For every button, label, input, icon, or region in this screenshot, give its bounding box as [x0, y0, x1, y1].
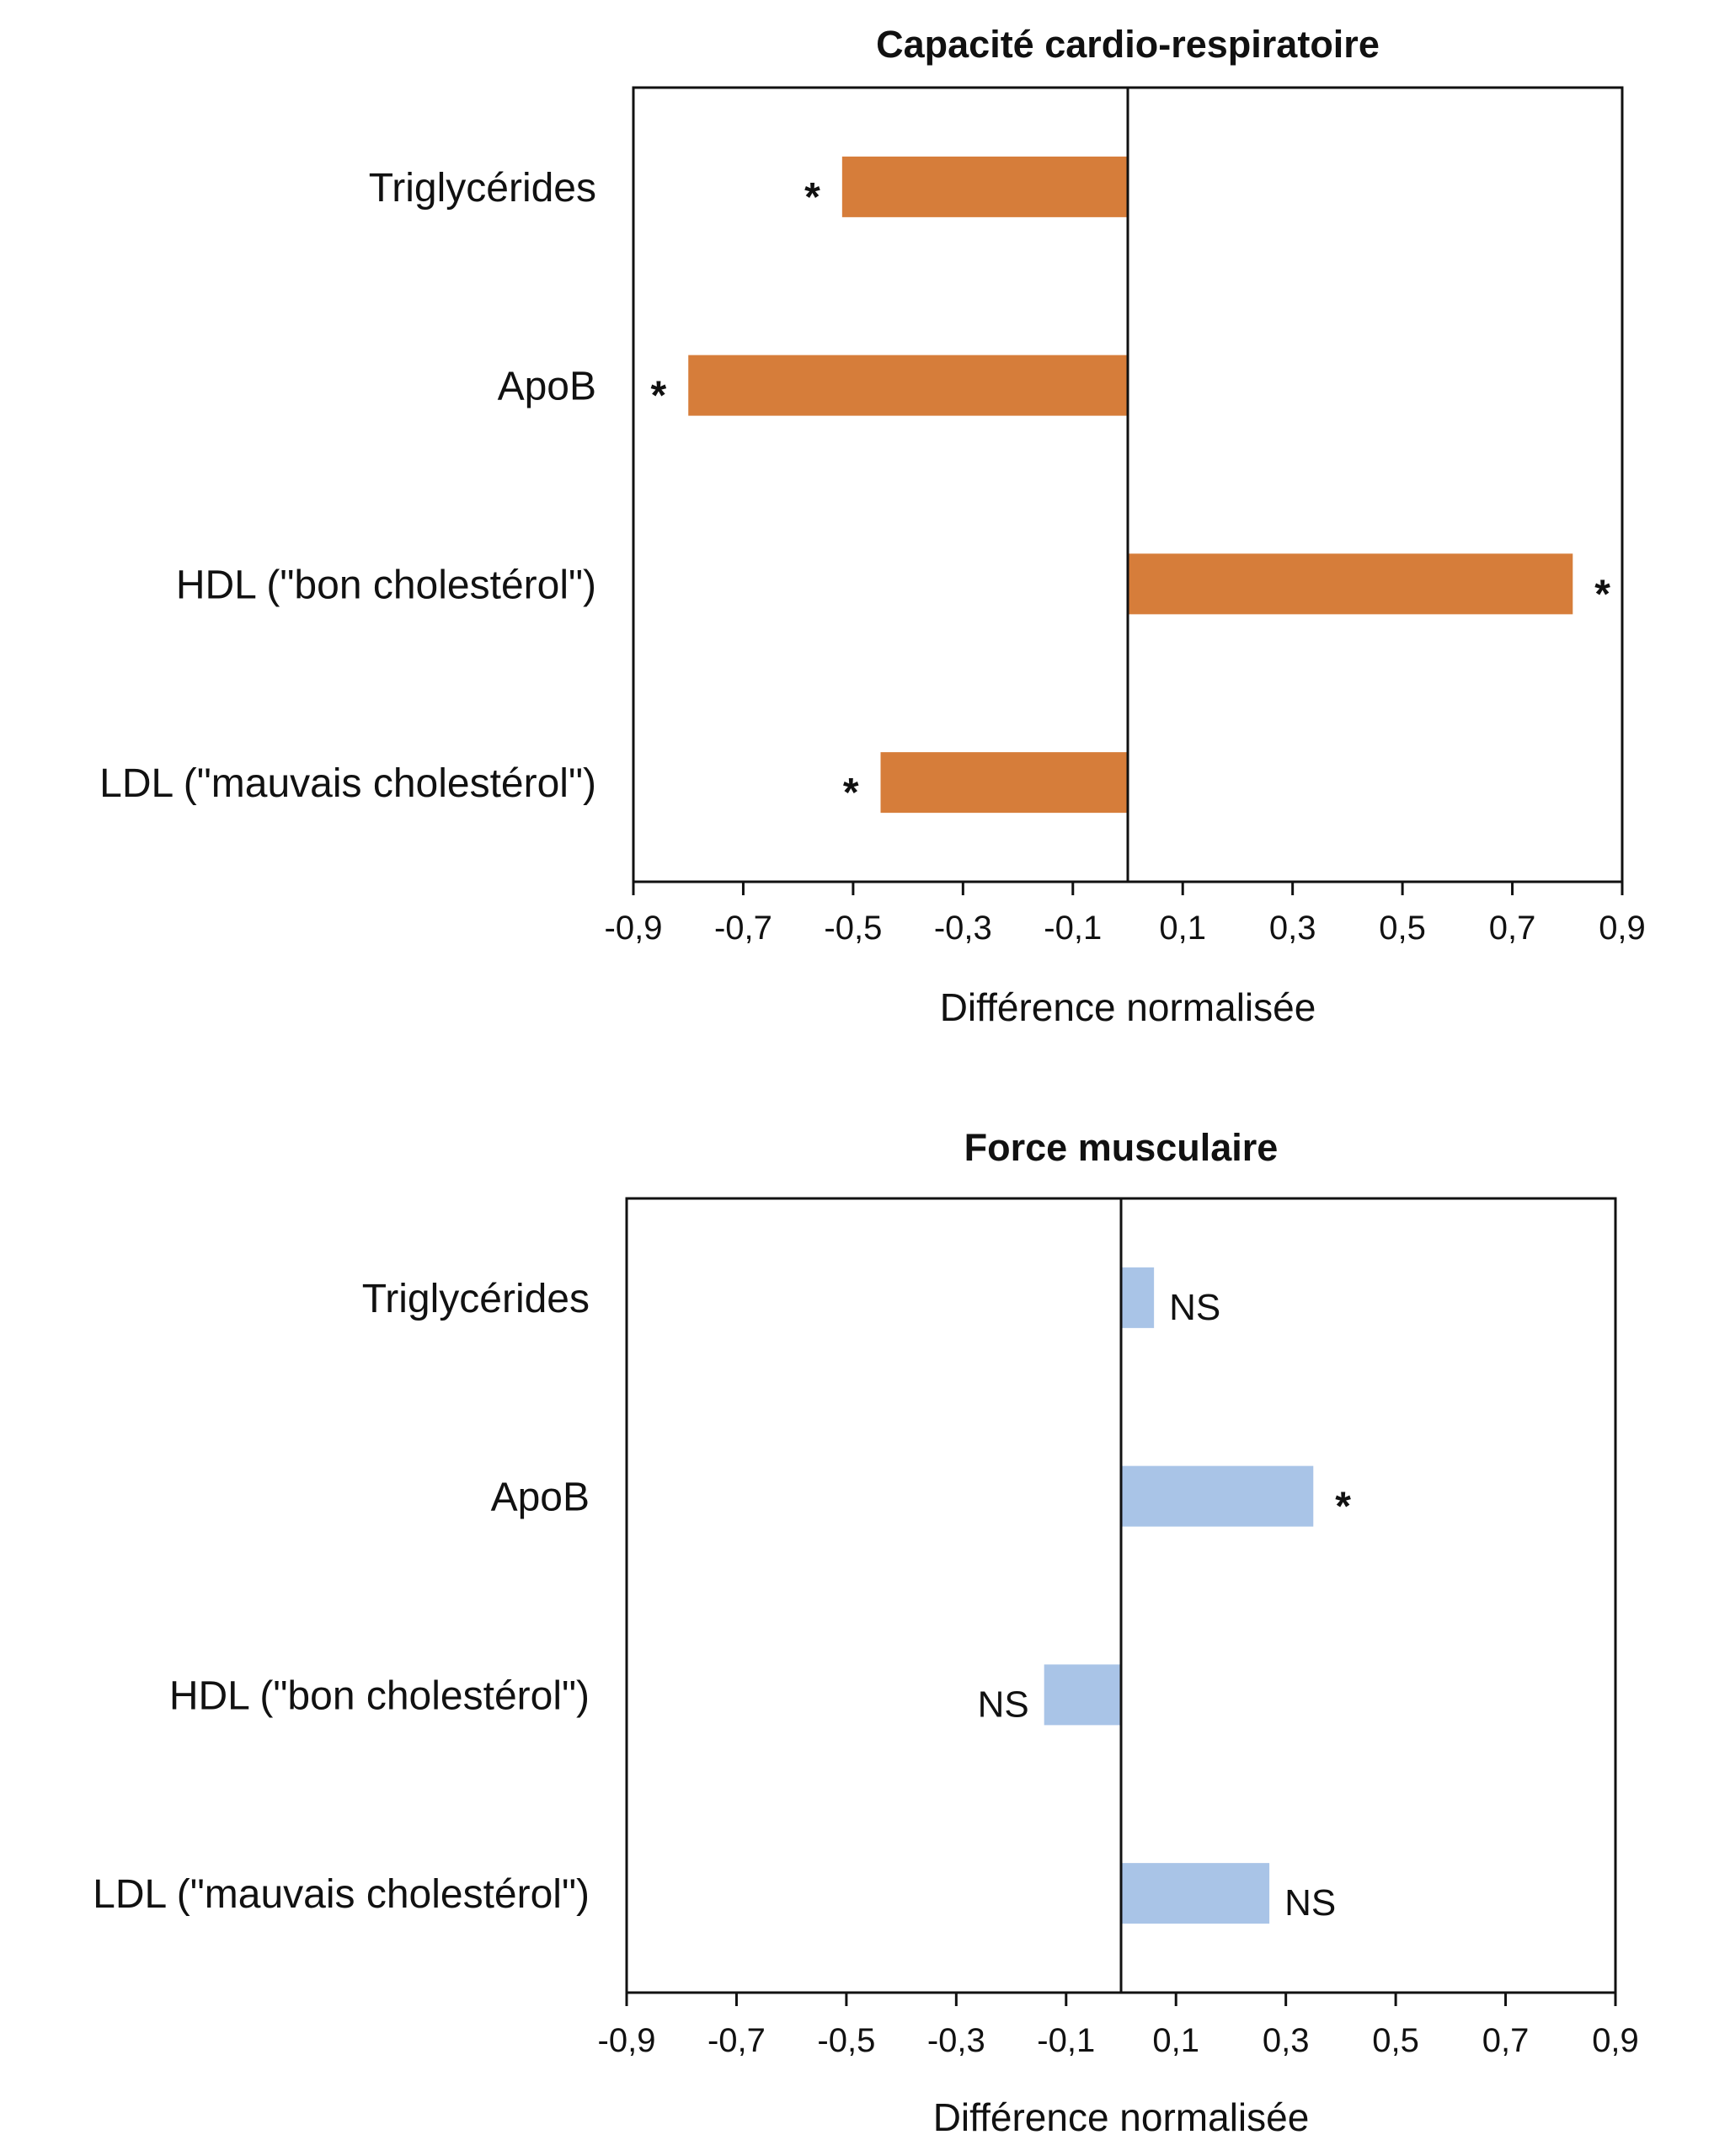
- x-tick-label: 0,7: [1489, 910, 1536, 947]
- x-tick-label: -0,7: [714, 910, 772, 947]
- x-axis-label: Différence normalisée: [940, 985, 1316, 1029]
- category-label: HDL ("bon cholestérol"): [176, 563, 596, 607]
- x-tick-label: -0,1: [1044, 910, 1102, 947]
- bar-3: [1044, 1664, 1121, 1726]
- category-label: Triglycérides: [369, 166, 596, 211]
- bar-2: [688, 355, 1128, 416]
- x-tick-label: -0,3: [934, 910, 992, 947]
- significance-label: *: [843, 771, 859, 815]
- bar-1: [841, 156, 1128, 217]
- category-label: ApoB: [498, 365, 596, 409]
- x-tick-label: 0,5: [1379, 910, 1426, 947]
- significance-label: NS: [1284, 1882, 1336, 1924]
- x-tick-label: 0,5: [1372, 2022, 1419, 2059]
- x-tick-label: 0,9: [1599, 910, 1646, 947]
- x-tick-label: 0,3: [1269, 910, 1316, 947]
- x-tick-label: -0,1: [1037, 2022, 1095, 2059]
- category-label: HDL ("bon cholestérol"): [169, 1673, 590, 1718]
- x-tick-label: -0,3: [927, 2022, 985, 2059]
- significance-label: NS: [1169, 1287, 1220, 1328]
- significance-label: *: [1335, 1485, 1351, 1529]
- category-label: LDL ("mauvais cholestérol"): [93, 1872, 590, 1917]
- x-tick-label: 0,1: [1159, 910, 1206, 947]
- x-tick-label: -0,5: [817, 2022, 875, 2059]
- x-tick-label: 0,3: [1263, 2022, 1310, 2059]
- x-tick-label: 0,9: [1592, 2022, 1639, 2059]
- bar-4: [1121, 1863, 1270, 1924]
- x-tick-label: 0,1: [1152, 2022, 1199, 2059]
- bar-1: [1121, 1267, 1155, 1328]
- x-tick-label: -0,5: [824, 910, 882, 947]
- significance-label: *: [651, 374, 667, 419]
- significance-label: *: [1594, 572, 1610, 616]
- chart-panel-1: Capacité cardio-respiratoire Triglycéride…: [99, 23, 1646, 1029]
- x-tick-label: -0,9: [598, 2022, 656, 2059]
- chart-title: Capacité cardio-respiratoire: [876, 23, 1380, 66]
- bar-3: [1128, 553, 1573, 615]
- category-label: ApoB: [491, 1476, 590, 1520]
- chart-title: Force musculaire: [964, 1126, 1279, 1169]
- chart-panel-2: Force musculaire Triglycérides NS ApoB * HDL …: [93, 1126, 1639, 2139]
- x-axis-label: Différence normalisée: [933, 2095, 1310, 2139]
- significance-label: *: [804, 175, 820, 220]
- bar-4: [880, 752, 1128, 814]
- x-tick-label: -0,7: [707, 2022, 766, 2059]
- category-label: Triglycérides: [362, 1277, 590, 1321]
- x-tick-label: -0,9: [605, 910, 663, 947]
- category-label: LDL ("mauvais cholestérol"): [99, 761, 596, 806]
- bar-2: [1121, 1465, 1314, 1527]
- x-tick-label: 0,7: [1482, 2022, 1530, 2059]
- significance-label: NS: [978, 1684, 1029, 1725]
